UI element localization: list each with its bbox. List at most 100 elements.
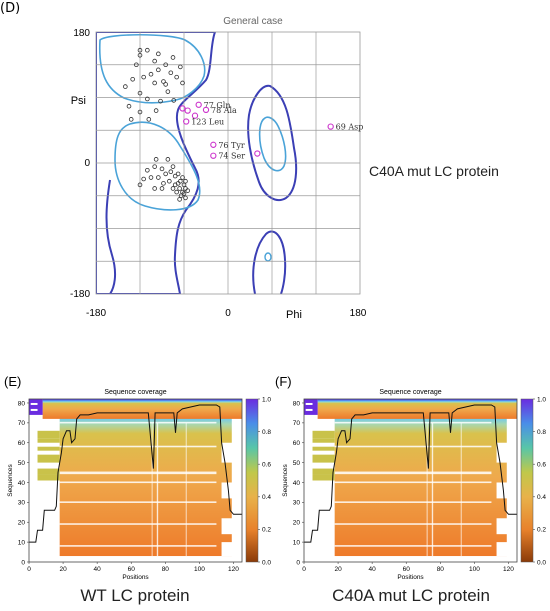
y-tick-label: 30 — [18, 500, 26, 507]
outlier-label: 76 Tyr — [218, 141, 245, 150]
chart-title: General case — [223, 16, 283, 27]
data-point — [174, 189, 179, 195]
partial-alignment — [312, 438, 335, 443]
data-point — [178, 64, 183, 70]
gap-row — [334, 523, 492, 525]
coverage-block — [59, 399, 232, 557]
coverage-line — [304, 404, 517, 543]
data-point — [152, 164, 157, 169]
outlier-label: 69 Asp — [336, 123, 364, 132]
data-point — [152, 80, 157, 86]
grid — [96, 32, 360, 294]
outlier-label: 123 Leu — [191, 118, 224, 127]
colorbar-tick-label: 0.2 — [537, 527, 546, 534]
coverage-heatmap — [29, 399, 242, 562]
plot-frame — [303, 398, 518, 563]
colorbar-tick-label: 0.6 — [262, 462, 271, 469]
gap-row — [334, 501, 492, 503]
y-tick-label: -180 — [70, 289, 90, 300]
allowed-region-beta — [96, 32, 217, 294]
y-tick-label: 30 — [293, 500, 301, 507]
outlier-marker — [195, 101, 202, 108]
gap-block — [496, 518, 517, 535]
coverage-block — [334, 399, 507, 557]
colorbar-tick-label: 0.0 — [262, 559, 271, 566]
y-tick-label: 60 — [293, 440, 301, 447]
data-point — [153, 157, 159, 162]
x-tick-label: 40 — [369, 566, 377, 573]
x-tick-label: 0 — [27, 566, 31, 573]
x-tick-label: 20 — [59, 566, 67, 573]
y-tick-label: 10 — [293, 539, 301, 546]
gap-row — [334, 421, 492, 424]
coverage-block — [42, 399, 242, 419]
data-point — [156, 51, 161, 57]
gap-column — [185, 422, 187, 557]
gap-column — [156, 422, 159, 557]
gap-row — [59, 481, 217, 484]
gap-column — [431, 422, 434, 557]
data-point — [167, 178, 172, 184]
data-point — [172, 173, 178, 179]
data-point — [165, 157, 171, 162]
partial-alignment — [312, 474, 335, 481]
gap-row — [59, 523, 217, 525]
x-tick-label: 100 — [469, 566, 480, 573]
x-tick-label: 40 — [94, 566, 102, 573]
colorbar-tick-label: 1.0 — [537, 396, 546, 403]
outlier-marker — [327, 123, 334, 130]
colorbar-tick-label: 0.8 — [537, 429, 546, 436]
data-point — [134, 62, 139, 68]
ramachandran-plot: (D) General case 180 0 -180 -180 0 180 P… — [0, 1, 499, 321]
allowed-region-lower — [252, 230, 287, 294]
gap-bar — [305, 402, 313, 405]
x-tick-label: 0 — [225, 308, 231, 319]
partial-alignment — [312, 468, 335, 475]
data-point — [180, 175, 185, 180]
data-point — [163, 62, 168, 68]
panel-d-label: (D) — [0, 1, 20, 16]
data-point — [175, 171, 181, 177]
x-tick-label: 0 — [302, 566, 306, 573]
x-axis-label: Positions — [122, 574, 149, 581]
y-tick-label: 0 — [84, 158, 90, 169]
sequence-coverage-wt: (E) Sequence coverage 0 20 40 60 80 100 120 0 10 2… — [4, 374, 271, 581]
favored-region-alpha — [114, 121, 201, 211]
x-tick-label: 120 — [228, 566, 239, 573]
gap-row — [334, 471, 492, 475]
data-point — [156, 175, 161, 180]
outlier-point — [191, 112, 199, 119]
data-point — [130, 77, 135, 82]
gap-column — [151, 422, 153, 557]
data-point — [180, 80, 185, 86]
plot-frame — [95, 31, 361, 295]
data-point — [153, 108, 159, 113]
gap-row — [59, 445, 217, 448]
y-tick-label: 20 — [293, 520, 301, 527]
outlier-point — [254, 150, 261, 157]
y-tick-label: 40 — [293, 480, 301, 487]
partial-alignment — [312, 454, 335, 463]
x-tick-label: 60 — [403, 566, 411, 573]
data-point — [161, 79, 166, 84]
outlier-marker — [202, 106, 210, 114]
gap-block — [221, 442, 242, 463]
data-point — [183, 178, 188, 184]
partial-alignment — [37, 446, 60, 451]
partial-alignment — [37, 438, 60, 443]
partial-alignment — [37, 468, 60, 475]
data-point — [158, 98, 163, 104]
gap-block — [496, 542, 517, 557]
gap-column — [426, 422, 428, 557]
data-point — [177, 197, 182, 202]
data-point — [148, 71, 154, 77]
gap-bar — [30, 402, 38, 405]
x-axis-label: Phi — [286, 309, 302, 321]
partial-alignment — [312, 430, 335, 439]
gap-row — [59, 545, 217, 547]
chart-title: Sequence coverage — [104, 389, 166, 396]
partial-alignment — [37, 454, 60, 463]
data-point — [148, 175, 154, 180]
data-point — [159, 186, 165, 191]
data-point — [137, 52, 143, 58]
